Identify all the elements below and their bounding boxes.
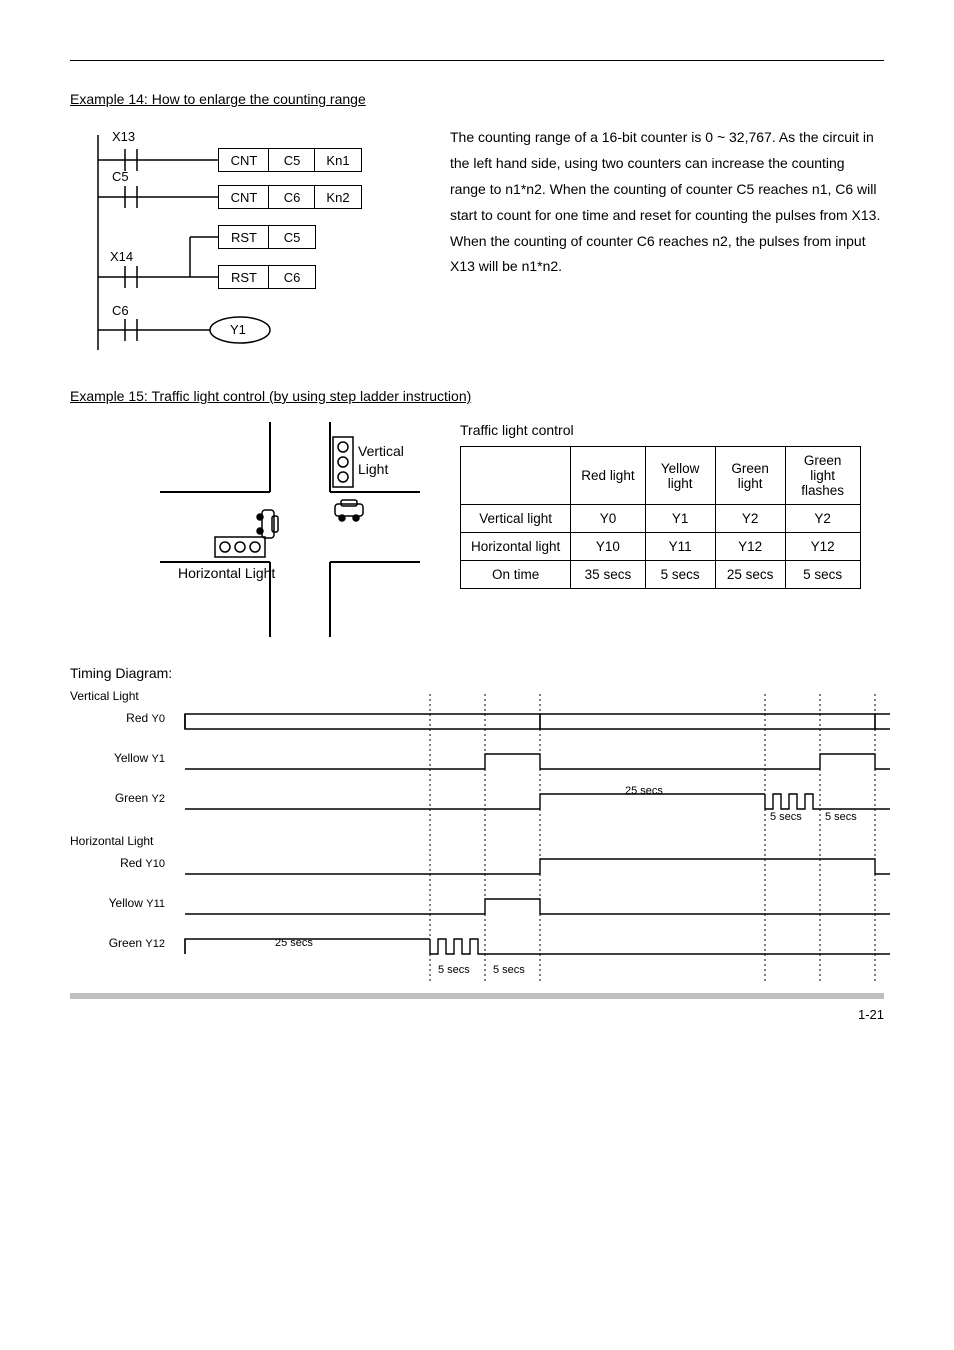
td: 5 secs xyxy=(785,561,860,589)
timing-group-vertical: Vertical Light xyxy=(70,689,139,703)
th-red: Red light xyxy=(571,447,645,505)
timing-label-y0: Red Y0 xyxy=(70,711,165,725)
example15-title: Example 15: Traffic light control (by us… xyxy=(70,388,884,404)
ladder-box-rst2: RST xyxy=(218,265,270,289)
annot-5s-bot1: 5 secs xyxy=(438,964,470,976)
bottom-bar xyxy=(70,993,884,999)
sig-name: Red xyxy=(120,856,142,870)
ladder-contact-x14: X14 xyxy=(110,249,133,264)
timing-label-y1: Yellow Y1 xyxy=(70,751,165,765)
td: 5 secs xyxy=(645,561,715,589)
sig-reg: Y10 xyxy=(145,858,165,870)
th-green-text: Green light xyxy=(731,461,769,491)
sig-name: Yellow xyxy=(114,751,148,765)
th-blank xyxy=(461,447,571,505)
td-hlight: Horizontal light xyxy=(461,533,571,561)
sig-reg: Y2 xyxy=(152,793,165,805)
ladder-box-c6-1: C6 xyxy=(268,185,316,209)
ladder-box-cnt1: CNT xyxy=(218,148,270,172)
table-row: Horizontal light Y10 Y11 Y12 Y12 xyxy=(461,533,861,561)
ladder-box-kn2: Kn2 xyxy=(314,185,362,209)
td: Y2 xyxy=(715,505,785,533)
vertical-light-label: Vertical Light xyxy=(358,442,420,478)
example15-row: Vertical Light Horizontal Light Traffic … xyxy=(70,422,884,637)
td: Y12 xyxy=(785,533,860,561)
annot-5s-bot2: 5 secs xyxy=(493,964,525,976)
traffic-table: Red light Yellow light Green light Green… xyxy=(460,446,861,589)
ladder-contact-c5: C5 xyxy=(112,169,129,184)
ladder-output-y1: Y1 xyxy=(230,322,246,337)
ladder-box-c5-2: C5 xyxy=(268,225,316,249)
ladder-box-c5-1: C5 xyxy=(268,148,316,172)
ladder-box-rst1: RST xyxy=(218,225,270,249)
th-greenf-text: Green light flashes xyxy=(801,453,844,498)
ladder-diagram: X13 C5 X14 C6 CNT C5 Kn1 CNT C6 Kn2 RST … xyxy=(70,125,410,360)
table-row: On time 35 secs 5 secs 25 secs 5 secs xyxy=(461,561,861,589)
timing-group-horizontal: Horizontal Light xyxy=(70,834,153,848)
sig-reg: Y1 xyxy=(152,753,165,765)
annot-5s-top1: 5 secs xyxy=(770,811,802,823)
ladder-contact-c6: C6 xyxy=(112,303,129,318)
td: Y12 xyxy=(715,533,785,561)
table-caption: Traffic light control xyxy=(460,422,884,438)
td: 25 secs xyxy=(715,561,785,589)
top-rule xyxy=(70,60,884,61)
example14-row: X13 C5 X14 C6 CNT C5 Kn1 CNT C6 Kn2 RST … xyxy=(70,125,884,360)
horizontal-light-text: Horizontal Light xyxy=(178,565,275,581)
td-ontime: On time xyxy=(461,561,571,589)
sig-reg: Y12 xyxy=(145,938,165,950)
timing-label-y12: Green Y12 xyxy=(70,936,165,950)
td: Y1 xyxy=(645,505,715,533)
annot-25s-top: 25 secs xyxy=(625,785,663,797)
sig-reg: Y11 xyxy=(146,898,165,910)
table-row: Vertical light Y0 Y1 Y2 Y2 xyxy=(461,505,861,533)
vertical-light-text: Vertical Light xyxy=(358,443,404,477)
td: Y10 xyxy=(571,533,645,561)
ladder-box-kn1: Kn1 xyxy=(314,148,362,172)
td: Y11 xyxy=(645,533,715,561)
annot-5s-top2: 5 secs xyxy=(825,811,857,823)
timing-label-y11: Yellow Y11 xyxy=(70,896,165,910)
example14-title: Example 14: How to enlarge the counting … xyxy=(70,91,884,107)
ladder-contact-x13: X13 xyxy=(112,129,135,144)
sig-name: Yellow xyxy=(109,896,143,910)
horizontal-light-label: Horizontal Light xyxy=(178,564,275,582)
sig-name: Green xyxy=(109,936,142,950)
table-header-row: Red light Yellow light Green light Green… xyxy=(461,447,861,505)
th-yellow: Yellow light xyxy=(645,447,715,505)
td: Y0 xyxy=(571,505,645,533)
td: 35 secs xyxy=(571,561,645,589)
example14-paragraph: The counting range of a 16-bit counter i… xyxy=(450,125,884,360)
timing-label-y2: Green Y2 xyxy=(70,791,165,805)
intersection-diagram: Vertical Light Horizontal Light xyxy=(160,422,420,637)
ladder-box-cnt2: CNT xyxy=(218,185,270,209)
th-green: Green light xyxy=(715,447,785,505)
timing-heading: Timing Diagram: xyxy=(70,665,884,681)
sig-reg: Y0 xyxy=(152,713,165,725)
td: Y2 xyxy=(785,505,860,533)
timing-label-y10: Red Y10 xyxy=(70,856,165,870)
traffic-table-wrap: Traffic light control Red light Yellow l… xyxy=(460,422,884,637)
annot-25s-bot: 25 secs xyxy=(275,937,313,949)
th-yellow-text: Yellow light xyxy=(661,461,700,491)
sig-name: Red xyxy=(126,711,148,725)
th-green-flash: Green light flashes xyxy=(785,447,860,505)
ladder-box-c6-2: C6 xyxy=(268,265,316,289)
td-vlight: Vertical light xyxy=(461,505,571,533)
timing-diagram: Vertical Light Horizontal Light Red Y0 Y… xyxy=(70,689,890,989)
page-number: 1-21 xyxy=(70,1007,884,1022)
sig-name: Green xyxy=(115,791,148,805)
